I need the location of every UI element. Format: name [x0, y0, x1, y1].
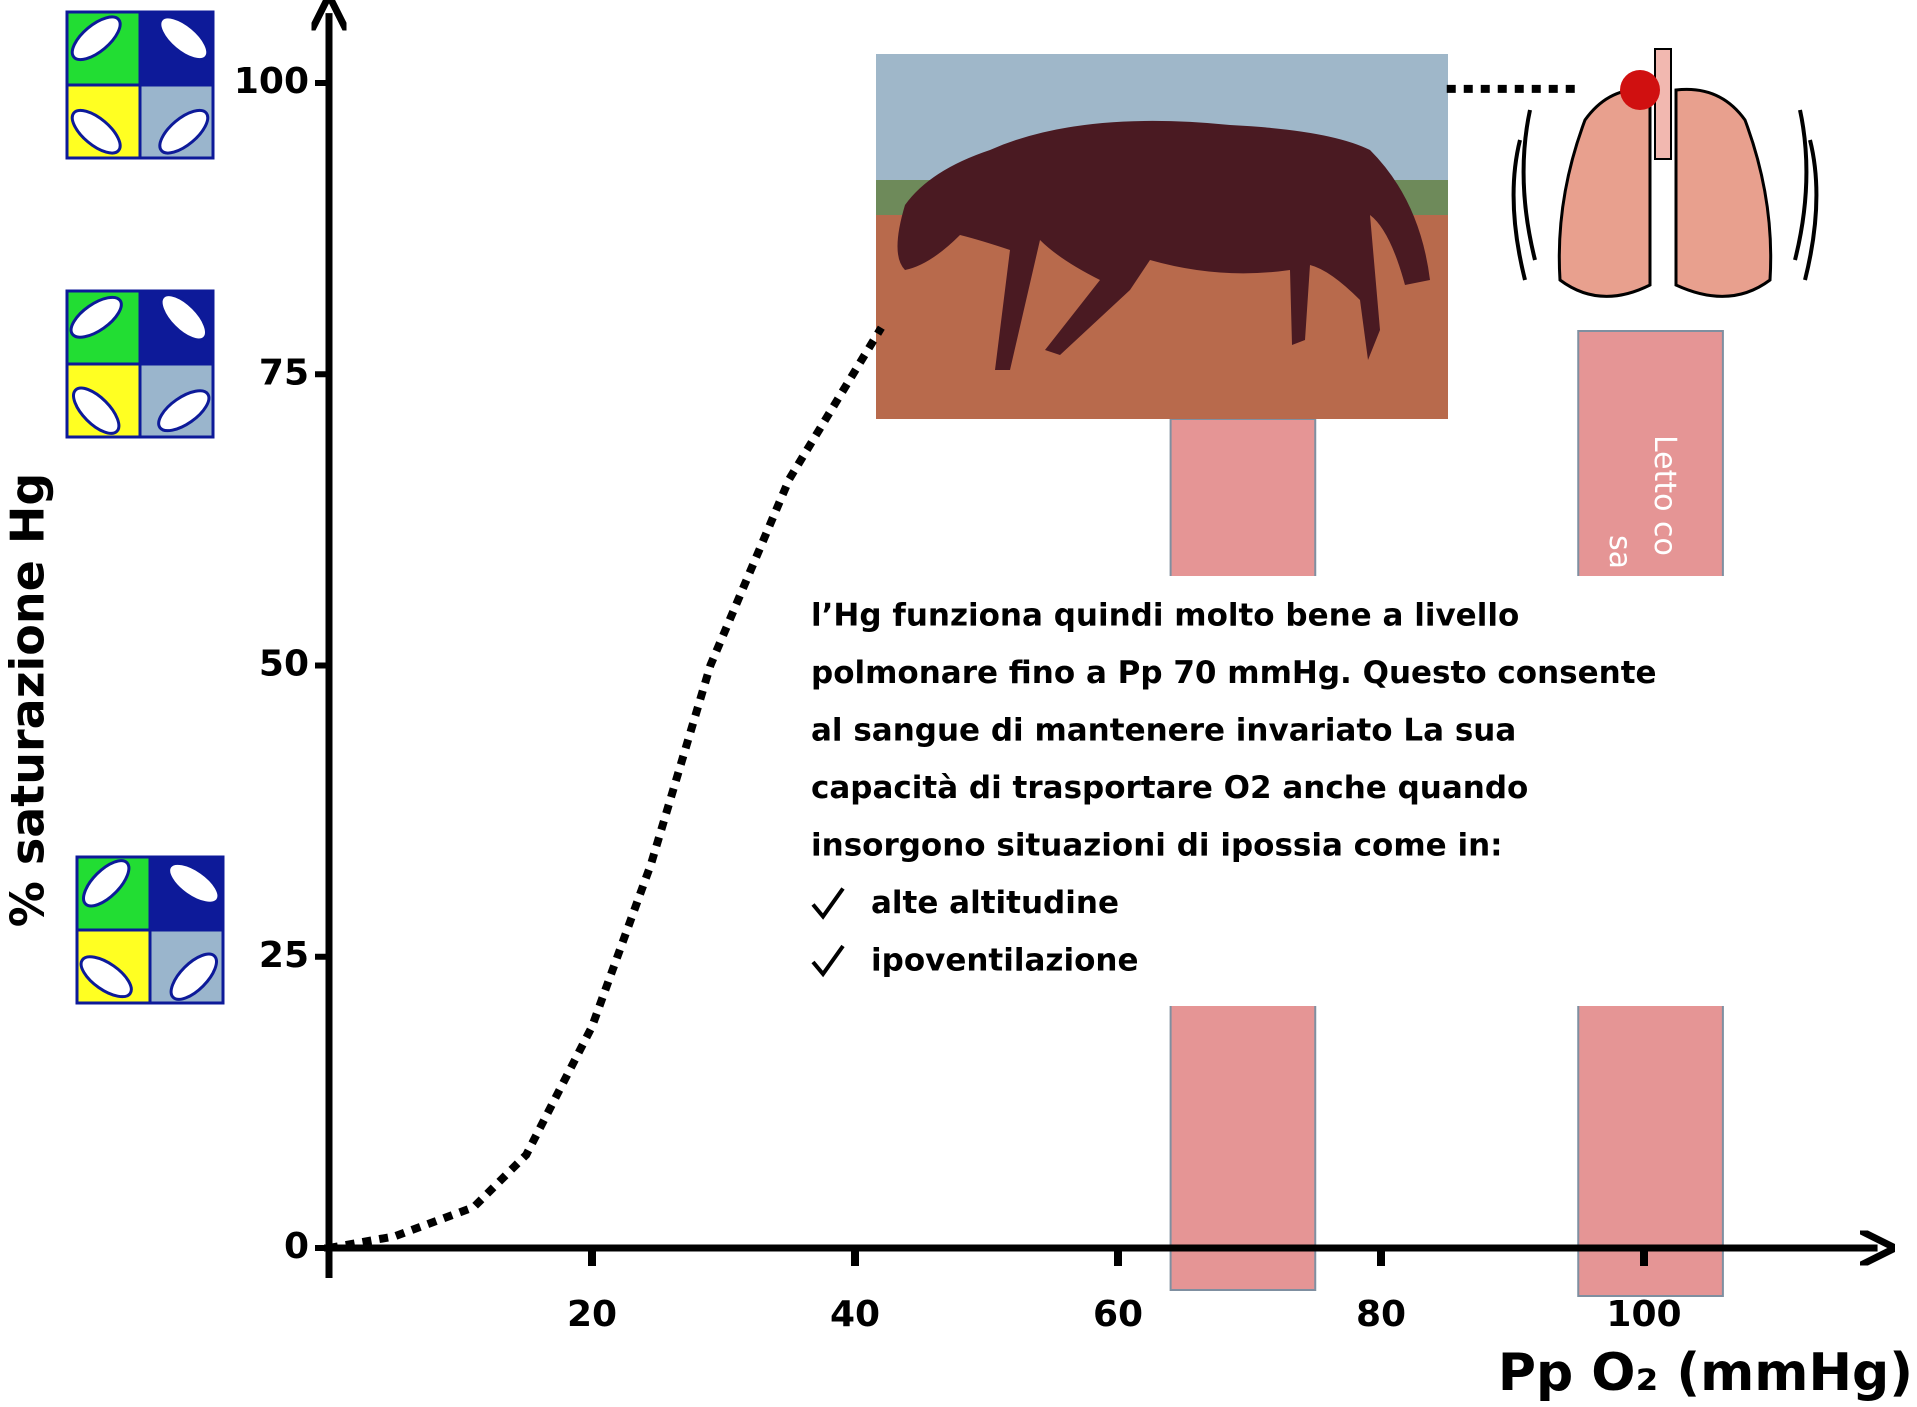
annotation-bullet: ipoventilazione: [871, 943, 1138, 979]
annotation-line: capacità di trasportare O2 anche quando: [811, 770, 1528, 806]
heme: [69, 295, 123, 339]
annotation-line: l’Hg funziona quindi molto bene a livell…: [811, 598, 1519, 634]
curve: [328, 84, 1579, 1252]
x-tick-label: 20: [567, 1294, 617, 1335]
x-tick-label: 60: [1093, 1294, 1143, 1335]
x-tick-label: 40: [830, 1294, 880, 1335]
y-tick-label: 25: [259, 935, 309, 976]
x-axis-label: Pp O₂ (mmHg): [1498, 1343, 1913, 1403]
y-tick-label: 100: [234, 61, 309, 102]
heme: [167, 861, 221, 905]
band-text: Letto co: [1647, 435, 1682, 556]
band-text: sa: [1602, 535, 1637, 569]
heme: [72, 386, 121, 435]
annotation-line: insorgono situazioni di ipossia come in:: [811, 828, 1503, 864]
check-mark: [811, 944, 845, 978]
lungs-illustration: [1511, 48, 1819, 298]
hemoglobin-icon: [65, 10, 215, 160]
x-tick-label: 100: [1606, 1294, 1681, 1335]
hemoglobin-icon: [75, 855, 225, 1005]
heme: [70, 15, 122, 62]
y-tick-label: 75: [259, 352, 309, 393]
annotation-line: polmonare fino a Pp 70 mmHg. Questo cons…: [811, 655, 1657, 691]
plot: 0 25 50 75 100 20 40 60 80 100: [234, 13, 1878, 1335]
heme: [169, 952, 218, 1001]
heme: [158, 108, 210, 155]
annotation-line: al sangue di mantenere invariato La sua: [811, 713, 1516, 749]
heme: [70, 108, 122, 155]
annotation-bullet: alte altitudine: [871, 885, 1119, 921]
annotation-box: [790, 576, 1790, 1006]
heme: [82, 859, 131, 908]
y-tick-label: 50: [259, 644, 309, 685]
heme: [158, 15, 210, 62]
y-axis-label: % saturazione Hg: [1, 473, 55, 928]
heme: [159, 293, 208, 342]
x-tick-label: 80: [1356, 1294, 1406, 1335]
check-mark: [811, 887, 845, 920]
heme: [79, 955, 133, 999]
y-tick-label: 0: [284, 1226, 309, 1267]
hemoglobin-icon: [65, 289, 215, 439]
heme: [157, 389, 211, 433]
horse-photo: [876, 54, 1448, 419]
